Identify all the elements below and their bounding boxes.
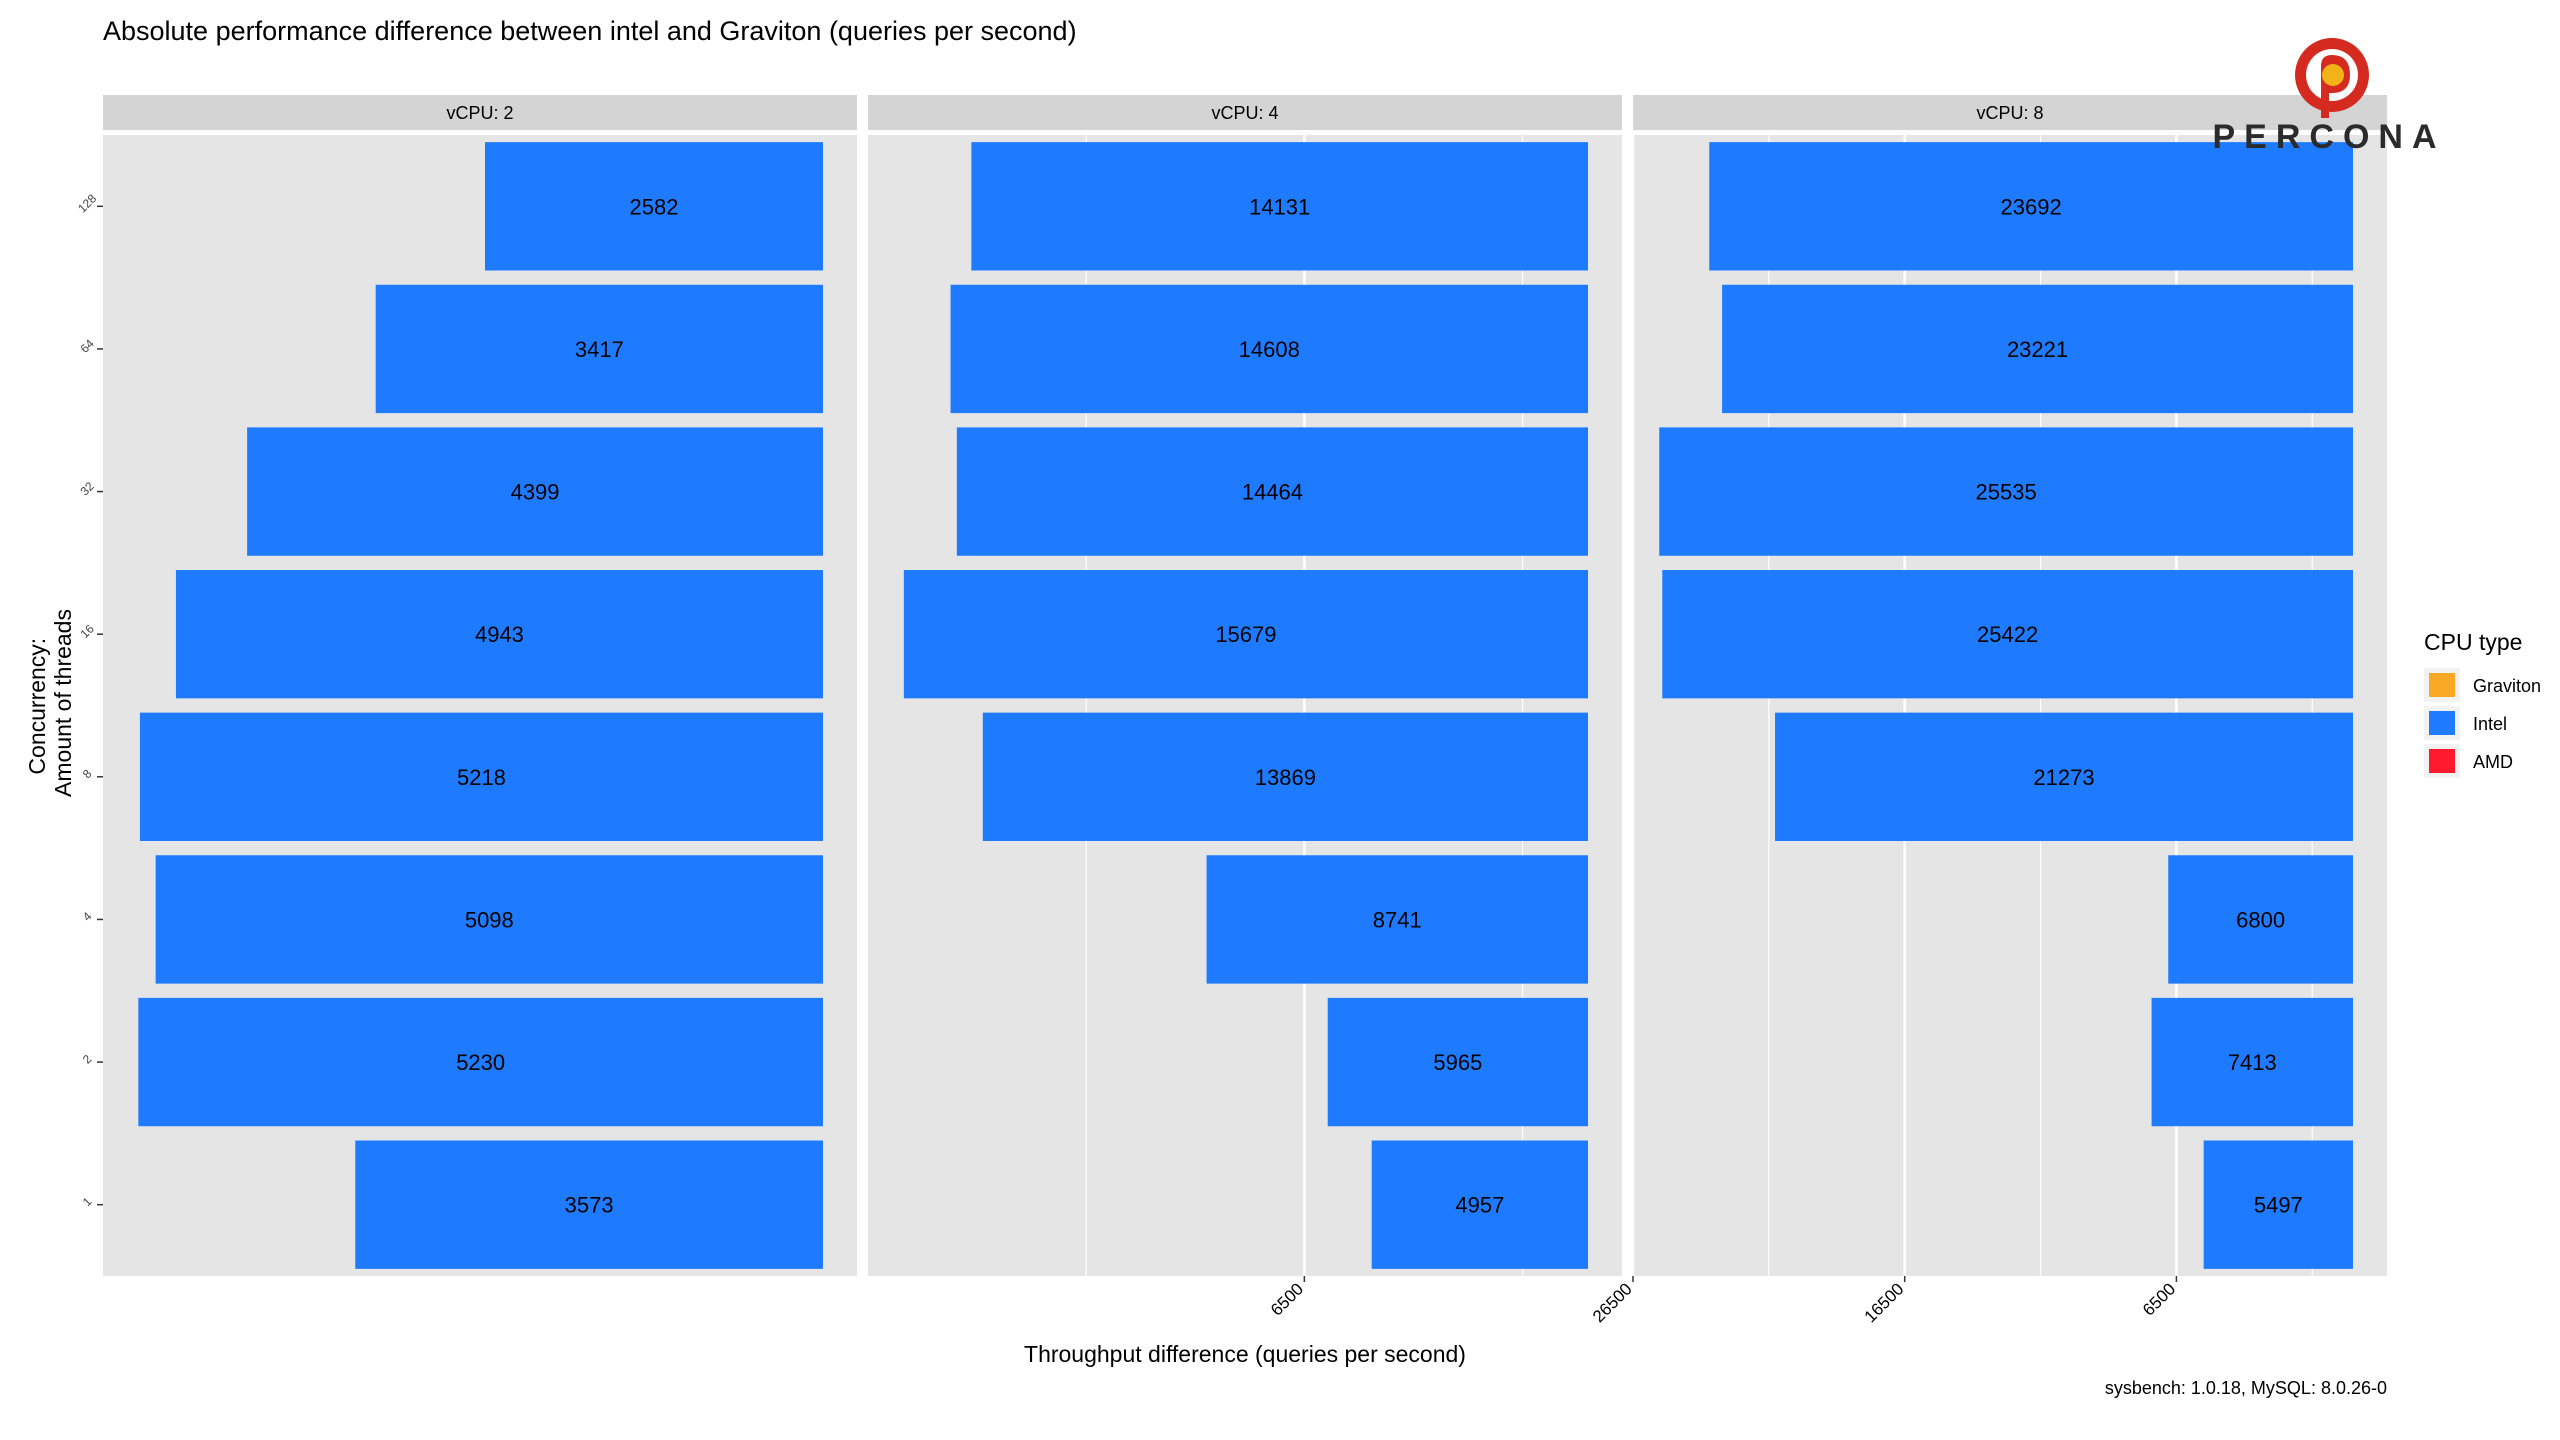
bar-value-label: 4957 (1455, 1193, 1504, 1218)
logo-text: PERCONA (2212, 118, 2445, 156)
x-tick-label: 6500 (1267, 1279, 1307, 1319)
bar-value-label: 2582 (630, 194, 679, 219)
bar-value-label: 13869 (1255, 765, 1316, 790)
logo-dot-icon (2322, 64, 2344, 86)
bar (1206, 855, 1588, 984)
x-tick-label: 6500 (2139, 1279, 2179, 1319)
bar (1327, 997, 1588, 1127)
bar (155, 855, 823, 984)
y-tick-label: 128 (75, 191, 99, 215)
bar-value-label: 5230 (456, 1050, 505, 1075)
bar-value-label: 8741 (1373, 907, 1422, 932)
legend-label: Graviton (2473, 676, 2541, 696)
bar-value-label: 14131 (1249, 194, 1310, 219)
facet-panel: vCPU: 2 2582 3417 4399 4943 5218 5098 5230 3573 (103, 95, 857, 1276)
bar-value-label: 14464 (1242, 480, 1303, 505)
chart-caption: sysbench: 1.0.18, MySQL: 8.0.26-0 (2105, 1378, 2387, 1398)
bar-value-label: 15679 (1215, 622, 1276, 647)
bar (971, 142, 1588, 271)
percona-logo: PERCONA (2212, 38, 2445, 156)
bar-value-label: 5098 (465, 907, 514, 932)
y-axis-ticks: 128 64 32 16 8 4 2 1 (75, 191, 103, 1209)
bar-value-label: 25422 (1977, 622, 2038, 647)
facet-strip (103, 95, 857, 130)
chart-title: Absolute performance difference between … (103, 16, 1077, 46)
bar (1371, 1140, 1588, 1269)
bar (175, 570, 823, 699)
legend-label: Intel (2473, 714, 2507, 734)
y-tick-label: 32 (77, 479, 97, 499)
bar (375, 284, 823, 414)
bar (139, 712, 823, 841)
bar-value-label: 23692 (2001, 194, 2062, 219)
x-tick-label: 26500 (1589, 1279, 1636, 1326)
bar (138, 997, 823, 1127)
bar-value-label: 7413 (2228, 1050, 2277, 1075)
legend-title: CPU type (2424, 629, 2522, 655)
bar (2203, 1140, 2353, 1269)
bar-value-label: 23221 (2007, 337, 2068, 362)
legend-swatch (2429, 711, 2455, 735)
facet-strip (1633, 95, 2387, 130)
y-axis-label: Concurrency: Amount of threads (24, 609, 76, 797)
bar-value-label: 3573 (565, 1193, 614, 1218)
y-tick-label: 64 (77, 336, 97, 356)
legend-label: AMD (2473, 752, 2513, 772)
bar-value-label: 4399 (511, 480, 560, 505)
y-axis-label-line-2: Amount of threads (50, 609, 76, 797)
bar (956, 427, 1588, 556)
bar-value-label: 21273 (2033, 765, 2094, 790)
bar (1709, 142, 2353, 271)
bar (1722, 284, 2353, 414)
bar-value-label: 4943 (475, 622, 524, 647)
bar (247, 427, 823, 556)
facet-panels: vCPU: 225823417439949435218509852303573v… (103, 95, 2387, 1276)
bar-value-label: 3417 (575, 337, 624, 362)
bar-value-label: 14608 (1239, 337, 1300, 362)
bar (1659, 427, 2353, 556)
bar (950, 284, 1588, 414)
y-tick-label: 16 (77, 621, 97, 641)
x-axis-ticks: 6500 26500 16500 6500 (1267, 1276, 2179, 1326)
facet-strip (868, 95, 1622, 130)
facet-strip-label: vCPU: 8 (1976, 103, 2043, 123)
facet-strip-label: vCPU: 4 (1211, 103, 1278, 123)
y-tick-label: 8 (80, 766, 95, 781)
bar (1775, 712, 2353, 841)
x-tick-label: 16500 (1861, 1279, 1908, 1326)
y-tick-label: 1 (80, 1194, 95, 1209)
bar-value-label: 5965 (1433, 1050, 1482, 1075)
facet-strip-label: vCPU: 2 (446, 103, 513, 123)
y-tick-label: 2 (80, 1052, 95, 1067)
x-axis-label: Throughput difference (queries per secon… (1024, 1341, 1466, 1367)
bar (2168, 855, 2353, 984)
legend-swatch (2429, 673, 2455, 697)
bar (484, 142, 823, 271)
facet-panel: vCPU: 8 23692 23221 25535 25422 21273 6800 7413… (1631, 95, 2387, 1276)
legend-swatch (2429, 749, 2455, 773)
y-axis-label-line-1: Concurrency: (24, 638, 50, 775)
bar (903, 570, 1588, 699)
legend: CPU type Graviton Intel AMD (2424, 629, 2541, 778)
bar (355, 1140, 823, 1269)
bar-value-label: 5218 (457, 765, 506, 790)
bar (982, 712, 1588, 841)
bar-value-label: 5497 (2254, 1193, 2303, 1218)
bar-value-label: 25535 (1976, 480, 2037, 505)
bar-value-label: 6800 (2236, 907, 2285, 932)
y-tick-label: 4 (80, 909, 95, 924)
bar (2151, 997, 2353, 1127)
facet-panel: vCPU: 4 14131 14608 14464 15679 13869 8741 5965… (868, 95, 1622, 1276)
bar (1662, 570, 2353, 699)
